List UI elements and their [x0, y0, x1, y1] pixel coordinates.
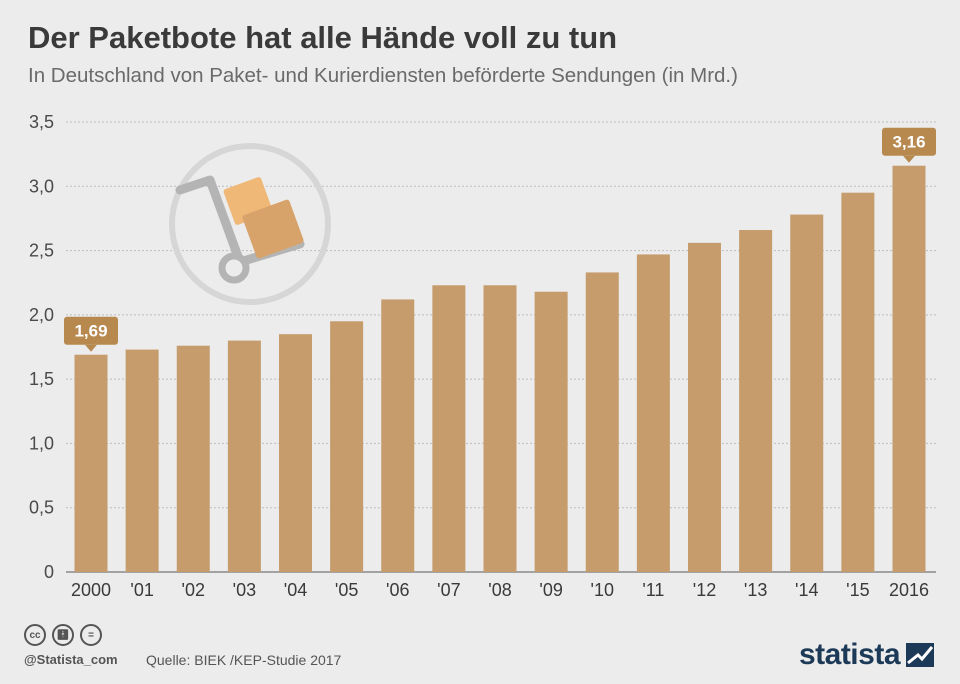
x-tick-label: '06 — [386, 580, 409, 600]
data-label-box — [882, 127, 936, 156]
bar[interactable] — [636, 254, 670, 572]
x-tick-label: '08 — [488, 580, 511, 600]
bar[interactable] — [176, 345, 210, 572]
bar[interactable] — [739, 230, 773, 572]
chart-subtitle: In Deutschland von Paket- und Kurierdien… — [28, 64, 738, 87]
by-icon: 🚹︎ — [52, 624, 74, 646]
bar[interactable] — [381, 299, 415, 572]
bars — [74, 165, 926, 573]
y-tick-label: 3,5 — [29, 112, 54, 132]
data-label: 1,69 — [64, 316, 118, 352]
x-axis-labels: 2000 '01 '02 '03 '04 '05 '06 '07 '08 '09 '10 '11 '12… — [71, 580, 929, 600]
chart-title: Der Paketbote hat alle Hände voll zu tun — [28, 20, 618, 55]
bar[interactable] — [227, 340, 261, 572]
x-tick-label: '03 — [233, 580, 256, 600]
x-tick-label: '14 — [795, 580, 818, 600]
cc-icon: cc — [24, 624, 46, 646]
y-tick-label: 3,0 — [29, 176, 54, 196]
x-tick-label: '04 — [284, 580, 307, 600]
hand-truck-icon — [169, 143, 331, 305]
bar[interactable] — [688, 242, 721, 572]
nd-icon: = — [80, 624, 102, 646]
y-tick-label: 0 — [44, 562, 54, 582]
y-tick-label: 2,0 — [29, 305, 54, 325]
data-label-text: 1,69 — [74, 322, 107, 341]
source-note: Quelle: BIEK /KEP-Studie 2017 — [146, 652, 342, 668]
statista-mark-icon — [906, 643, 934, 667]
x-tick-label: '10 — [591, 580, 614, 600]
bar[interactable] — [432, 285, 466, 572]
data-label-pointer — [903, 155, 915, 163]
y-tick-label: 1,5 — [29, 369, 54, 389]
y-tick-label: 2,5 — [29, 241, 54, 261]
bar[interactable] — [125, 349, 159, 572]
bar[interactable] — [892, 165, 926, 572]
x-tick-label: '02 — [182, 580, 205, 600]
bar[interactable] — [790, 214, 824, 573]
x-tick-label: 2016 — [889, 580, 929, 600]
x-tick-label: '11 — [642, 580, 664, 600]
bar[interactable] — [585, 272, 619, 572]
bar[interactable] — [483, 285, 517, 572]
statista-logo[interactable]: statista — [799, 638, 934, 672]
brand-text: statista — [798, 638, 901, 671]
x-tick-label: '12 — [693, 580, 716, 600]
bar[interactable] — [74, 354, 108, 572]
data-label-text: 3,16 — [892, 133, 925, 152]
x-tick-label: '09 — [539, 580, 562, 600]
bar[interactable] — [330, 321, 364, 572]
x-tick-label: 2000 — [71, 580, 111, 600]
x-tick-label: '01 — [130, 580, 153, 600]
x-tick-label: '05 — [335, 580, 358, 600]
y-axis-ticks: 0 0,5 1,0 1,5 2,0 2,5 3,0 3,5 — [29, 112, 54, 582]
bar[interactable] — [841, 192, 875, 572]
data-label: 3,16 — [882, 127, 936, 163]
x-tick-label: '07 — [437, 580, 460, 600]
x-tick-label: '13 — [744, 580, 767, 600]
data-label-box — [64, 316, 118, 345]
y-tick-label: 1,0 — [29, 433, 54, 453]
statista-handle: @Statista_com — [24, 652, 118, 667]
data-labels: 1,69 3,16 — [64, 127, 936, 352]
y-tick-label: 0,5 — [29, 498, 54, 518]
bar[interactable] — [279, 334, 312, 572]
license-icons: cc 🚹︎ = — [24, 624, 102, 646]
data-label-pointer — [85, 344, 97, 352]
x-tick-label: '15 — [846, 580, 869, 600]
bar[interactable] — [534, 291, 568, 572]
